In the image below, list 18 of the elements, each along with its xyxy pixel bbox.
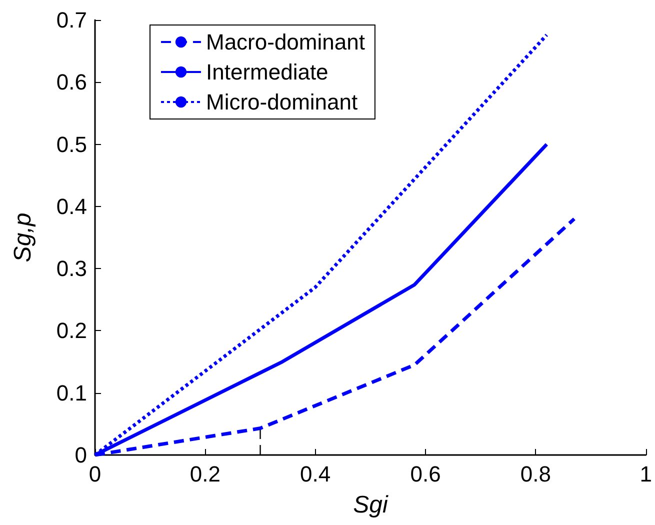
- y-tick-label: 0.3: [56, 256, 87, 282]
- x-tick-label: 0.4: [300, 462, 331, 486]
- y-tick-label: 0.1: [56, 380, 87, 406]
- y-tick-label: 0.4: [56, 194, 87, 219]
- legend-label: Macro-dominant: [206, 30, 365, 54]
- legend-label: Micro-dominant: [206, 90, 358, 114]
- y-tick-label: 0.5: [56, 132, 87, 157]
- x-axis-title: Sgi: [353, 492, 388, 518]
- y-axis-title: Sg,p: [10, 212, 36, 262]
- y-tick-label: 0: [74, 442, 87, 468]
- x-tick-label: 0.8: [520, 462, 552, 486]
- x-tick-label: 0.6: [410, 462, 441, 486]
- x-tick-label: 1: [640, 462, 652, 486]
- legend-label: Intermediate: [206, 60, 328, 84]
- y-tick-label: 0.2: [56, 318, 87, 344]
- y-tick-label: 0.6: [56, 70, 87, 95]
- y-tick-label: 0.7: [56, 8, 87, 32]
- x-tick-label: 0.2: [190, 462, 220, 486]
